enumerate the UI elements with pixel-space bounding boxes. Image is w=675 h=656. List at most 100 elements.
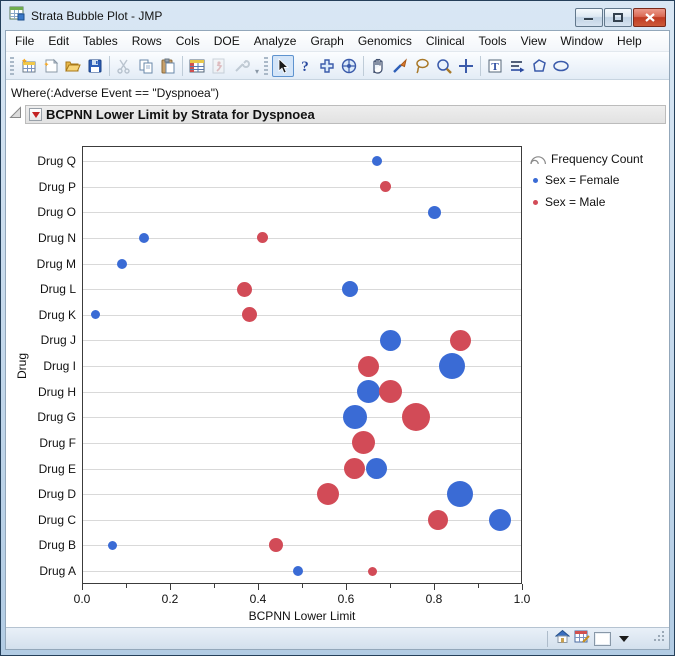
scroller-tool-icon[interactable]: [338, 55, 360, 77]
home-icon[interactable]: [554, 629, 571, 649]
disclosure-icon[interactable]: [9, 105, 22, 124]
y-tick-label: Drug F: [39, 436, 76, 450]
new-data-table-icon[interactable]: [18, 55, 40, 77]
open-icon[interactable]: [62, 55, 84, 77]
polygon-annotate-icon[interactable]: [528, 55, 550, 77]
menu-item-cols[interactable]: Cols: [175, 34, 200, 48]
bubble-drug-a[interactable]: [292, 566, 303, 576]
bubble-drug-q[interactable]: [371, 156, 382, 166]
bubble-drug-o[interactable]: [427, 205, 441, 219]
plot-area: Drug BCPNN Lower Limit Frequency Count S…: [6, 125, 669, 627]
window-script-icon[interactable]: [574, 629, 590, 649]
bubble-drug-c[interactable]: [428, 509, 449, 530]
maximize-button[interactable]: [604, 8, 632, 27]
arrow-annotate-icon[interactable]: [506, 55, 528, 77]
legend-label: Sex = Male: [545, 195, 606, 209]
y-tick-label: Drug O: [37, 205, 76, 219]
resize-grip[interactable]: [653, 630, 666, 648]
magnifier-tool-icon[interactable]: [433, 55, 455, 77]
legend-item[interactable]: Sex = Male: [529, 191, 643, 213]
cut-icon[interactable]: [113, 55, 135, 77]
crosshairs-tool-icon[interactable]: [455, 55, 477, 77]
new-journal-icon[interactable]: [40, 55, 62, 77]
arrow-tool-icon[interactable]: [272, 54, 294, 77]
bubble-drug-h[interactable]: [378, 380, 402, 404]
bubble-drug-k[interactable]: [241, 307, 257, 323]
red-triangle-menu-button[interactable]: [29, 108, 42, 121]
bubble-drug-h[interactable]: [356, 380, 380, 404]
bubble-drug-b[interactable]: [108, 540, 118, 550]
brush-tool-icon[interactable]: [389, 55, 411, 77]
menu-item-graph[interactable]: Graph: [310, 34, 344, 48]
legend: Frequency Count Sex = Female Sex = Male: [529, 149, 643, 213]
toolbar-overflow-chevron[interactable]: ▾: [254, 66, 259, 76]
help-tool-icon[interactable]: ?: [294, 55, 316, 77]
data-table-icon[interactable]: [186, 55, 208, 77]
bubble-drug-j[interactable]: [449, 329, 471, 351]
menu-item-window[interactable]: Window: [560, 34, 604, 48]
bubble-drug-n[interactable]: [138, 232, 149, 243]
bubble-drug-k[interactable]: [90, 310, 100, 320]
bubble-drug-d[interactable]: [317, 483, 340, 506]
copy-icon[interactable]: [135, 55, 157, 77]
bubble-drug-l[interactable]: [342, 281, 359, 298]
menu-item-file[interactable]: File: [15, 34, 35, 48]
menu-item-tables[interactable]: Tables: [83, 34, 118, 48]
x-tick-label: 1.0: [513, 592, 531, 606]
menu-item-genomics[interactable]: Genomics: [357, 34, 412, 48]
report-content: Where(:Adverse Event == "Dyspnoea") BCPN…: [6, 80, 669, 627]
bubble-drug-a[interactable]: [367, 566, 377, 576]
legend-item[interactable]: Sex = Female: [529, 169, 643, 191]
bubble-drug-n[interactable]: [256, 232, 268, 244]
mover-tool-icon[interactable]: [316, 55, 338, 77]
x-tick-label: 0.4: [249, 592, 267, 606]
menu-item-analyze[interactable]: Analyze: [253, 34, 297, 48]
bubble-drug-i[interactable]: [357, 355, 379, 377]
toolbar-grip[interactable]: [10, 56, 14, 75]
y-tick-label: Drug G: [37, 410, 76, 424]
dropdown-arrow[interactable]: [619, 635, 629, 642]
bubble-size-legend-icon: [529, 150, 549, 169]
row-gridline: [83, 520, 521, 521]
bubble-drug-g[interactable]: [402, 403, 431, 432]
bubble-drug-p[interactable]: [380, 181, 392, 193]
menu-item-tools[interactable]: Tools: [478, 34, 507, 48]
bubble-drug-j[interactable]: [379, 329, 401, 351]
x-minor-tick: [214, 584, 215, 588]
text-annotate-icon[interactable]: T: [484, 55, 506, 77]
plot-frame: [82, 146, 522, 584]
svg-text:?: ?: [301, 59, 309, 75]
bubble-drug-m[interactable]: [116, 258, 127, 269]
bubble-drug-e[interactable]: [366, 458, 388, 479]
menu-item-view[interactable]: View: [520, 34, 547, 48]
tools-icon[interactable]: [230, 55, 252, 77]
hand-tool-icon[interactable]: [367, 55, 389, 77]
menu-item-doe[interactable]: DOE: [213, 34, 240, 48]
paste-icon[interactable]: [157, 55, 179, 77]
x-major-tick: [434, 584, 435, 590]
bubble-drug-f[interactable]: [352, 431, 376, 455]
bubble-drug-d[interactable]: [447, 481, 474, 508]
oval-annotate-icon[interactable]: [550, 55, 572, 77]
minimize-button[interactable]: [575, 8, 603, 27]
bubble-drug-c[interactable]: [489, 508, 511, 531]
legend-items: Sex = Female Sex = Male: [529, 169, 643, 213]
bubble-drug-l[interactable]: [237, 281, 253, 297]
menu-item-help[interactable]: Help: [617, 34, 642, 48]
close-button[interactable]: [633, 8, 666, 27]
menu-item-edit[interactable]: Edit: [48, 34, 70, 48]
lasso-tool-icon[interactable]: [411, 55, 433, 77]
title-bar[interactable]: Strata Bubble Plot - JMP: [1, 1, 674, 30]
section-header: BCPNN Lower Limit by Strata for Dyspnoea: [25, 105, 666, 124]
bubble-drug-g[interactable]: [342, 405, 367, 430]
bubble-drug-b[interactable]: [268, 538, 283, 553]
window-list-button[interactable]: [594, 631, 611, 646]
run-script-icon[interactable]: [208, 55, 230, 77]
menu-item-rows[interactable]: Rows: [131, 34, 162, 48]
size-legend-label: Frequency Count: [551, 152, 644, 166]
menu-item-clinical[interactable]: Clinical: [425, 34, 465, 48]
bubble-drug-e[interactable]: [344, 458, 366, 479]
toolbar-grip[interactable]: [264, 56, 268, 75]
bubble-drug-i[interactable]: [438, 353, 465, 379]
save-icon[interactable]: [84, 55, 106, 77]
